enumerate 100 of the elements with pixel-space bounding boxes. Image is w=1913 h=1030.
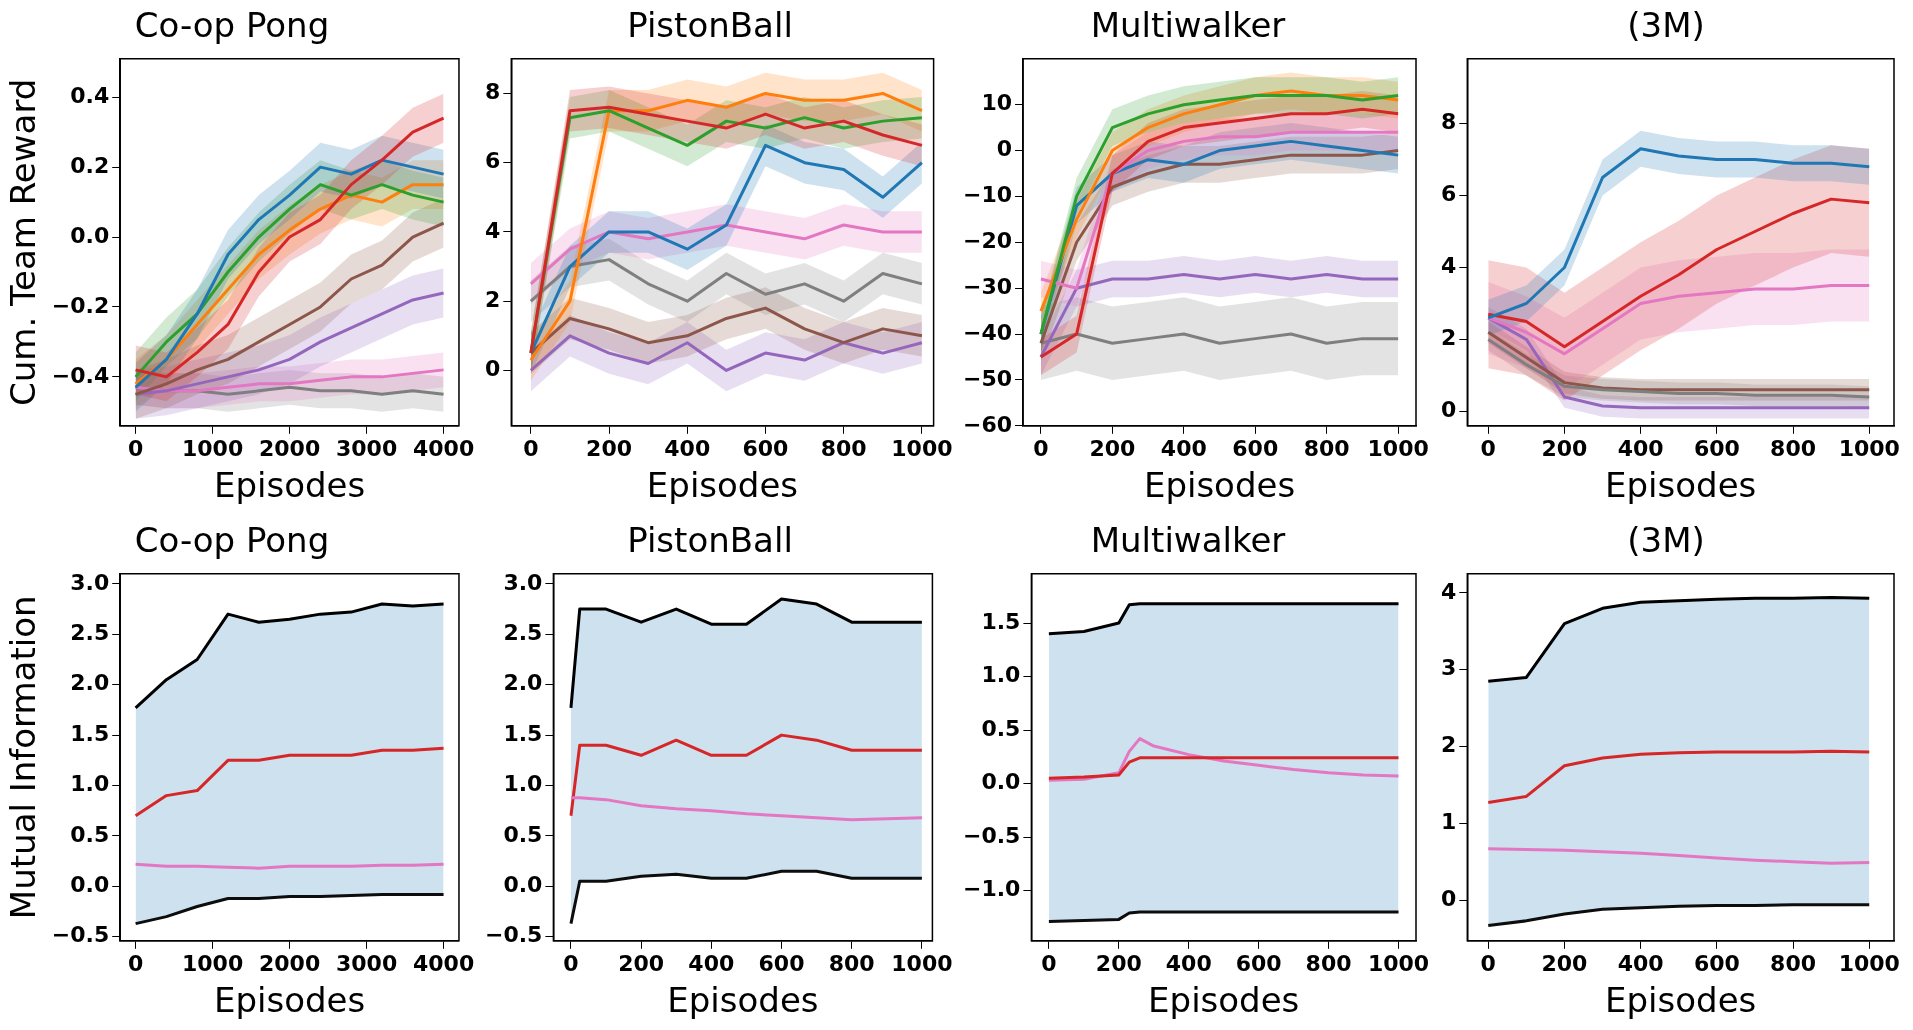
- y-tick-label: 0.5: [503, 821, 543, 847]
- x-tick-label: 1000: [181, 950, 244, 976]
- y-tick-label: 4: [1441, 253, 1457, 279]
- x-tick-label: 800: [828, 950, 875, 976]
- y-tick-label: 2.5: [503, 620, 543, 646]
- chart-title: (3M): [1627, 520, 1705, 561]
- x-tick-label: 2000: [258, 435, 321, 461]
- y-tick-label: 0.0: [70, 872, 110, 898]
- y-tick-label: 1.0: [70, 771, 110, 797]
- y-tick-label: 0.5: [70, 821, 110, 847]
- x-axis-title: Episodes: [213, 980, 366, 1021]
- x-axis-title: Episodes: [1605, 465, 1757, 506]
- x-tick-label: 1000: [1367, 950, 1430, 976]
- y-tick-label: 2.0: [503, 670, 543, 696]
- x-tick-label: 3000: [335, 435, 398, 461]
- x-axis-title: Episodes: [1605, 980, 1757, 1021]
- x-tick-label: 1000: [1838, 950, 1900, 976]
- y-tick-label: 6: [485, 148, 501, 174]
- x-tick-label: 800: [1305, 950, 1352, 976]
- x-tick-label: 800: [1770, 950, 1817, 976]
- y-tick-label: 1: [1441, 809, 1457, 835]
- x-axis-title: Episodes: [1148, 980, 1300, 1021]
- chart-title: PistonBall: [627, 5, 793, 46]
- x-tick-label: 0: [563, 950, 579, 976]
- y-tick-label: 1.0: [981, 662, 1021, 688]
- y-tick-label: 2: [485, 286, 501, 312]
- y-tick-label: 8: [1441, 109, 1457, 135]
- y-tick-label: −50: [962, 365, 1013, 391]
- x-tick-label: 400: [1165, 950, 1212, 976]
- y-tick-label: −1.0: [963, 876, 1021, 902]
- y-tick-label: 3: [1441, 655, 1457, 681]
- y-tick-label: 0: [1441, 397, 1457, 423]
- y-tick-label: 0.4: [70, 82, 110, 108]
- x-tick-label: 3000: [335, 950, 398, 976]
- y-tick-label: 2: [1441, 732, 1457, 758]
- x-tick-label: 1000: [181, 435, 244, 461]
- x-tick-label: 0: [1041, 950, 1057, 976]
- chart-title: Co-op Pong: [134, 520, 330, 561]
- y-tick-label: 4: [485, 217, 501, 243]
- y-tick-label: 2.5: [70, 620, 110, 646]
- y-tick-label: 0.2: [70, 152, 110, 178]
- y-tick-label: 6: [1441, 181, 1457, 207]
- y-tick-label: 4: [1441, 578, 1457, 604]
- y-tick-label: 1.5: [981, 608, 1021, 634]
- y-axis-title: Cum. Team Reward: [3, 78, 44, 406]
- x-tick-label: 4000: [412, 950, 475, 976]
- x-tick-label: 400: [1160, 435, 1207, 461]
- x-tick-label: 600: [758, 950, 805, 976]
- x-tick-label: 0: [127, 435, 144, 461]
- chart-title: (3M): [1627, 5, 1705, 46]
- y-tick-label: 1.5: [70, 720, 110, 746]
- x-tick-label: 1000: [891, 435, 953, 461]
- y-tick-label: 8: [485, 79, 501, 105]
- y-tick-label: 0: [1441, 885, 1457, 911]
- y-tick-label: 2: [1441, 325, 1457, 351]
- x-tick-label: 800: [1770, 435, 1817, 461]
- y-tick-label: −30: [962, 273, 1013, 299]
- x-tick-label: 0: [1480, 950, 1496, 976]
- y-tick-label: 1.5: [503, 720, 543, 746]
- x-tick-label: 0: [1033, 435, 1049, 461]
- x-tick-label: 200: [1089, 435, 1136, 461]
- y-tick-label: 10: [981, 90, 1013, 116]
- y-tick-label: −10: [962, 182, 1013, 208]
- x-tick-label: 1000: [1838, 435, 1900, 461]
- x-tick-label: 800: [1303, 435, 1350, 461]
- y-tick-label: 0.0: [981, 769, 1021, 795]
- y-tick-label: −40: [962, 319, 1013, 345]
- y-tick-label: 0.5: [981, 715, 1021, 741]
- y-tick-label: −60: [962, 411, 1013, 437]
- x-tick-label: 600: [1235, 950, 1282, 976]
- x-tick-label: 400: [688, 950, 735, 976]
- x-tick-label: 200: [1541, 435, 1588, 461]
- x-tick-label: 0: [127, 950, 144, 976]
- y-tick-label: 0.0: [70, 222, 110, 248]
- chart-title: Co-op Pong: [134, 5, 330, 46]
- y-tick-label: 0: [996, 136, 1013, 162]
- x-tick-label: 1000: [1367, 435, 1429, 461]
- y-tick-label: 0.0: [503, 872, 543, 898]
- y-tick-label: 2.0: [70, 670, 110, 696]
- x-tick-label: 600: [742, 435, 789, 461]
- y-tick-label: −20: [962, 228, 1013, 254]
- x-axis-title: Episodes: [646, 465, 799, 506]
- x-tick-label: 400: [1617, 435, 1664, 461]
- x-tick-label: 400: [664, 435, 711, 461]
- x-tick-label: 200: [1541, 950, 1588, 976]
- x-tick-label: 800: [820, 435, 867, 461]
- x-tick-label: 400: [1617, 950, 1664, 976]
- y-tick-label: 1.0: [503, 771, 543, 797]
- y-tick-label: −0.5: [963, 822, 1021, 848]
- x-tick-label: 200: [618, 950, 665, 976]
- x-tick-label: 200: [586, 435, 633, 461]
- chart-title: Multiwalker: [1090, 5, 1286, 46]
- x-tick-label: 600: [1693, 435, 1740, 461]
- y-tick-label: −0.5: [485, 922, 543, 948]
- y-axis-title: Mutual Information: [3, 595, 44, 920]
- y-tick-label: −0.4: [51, 362, 110, 388]
- x-tick-label: 200: [1095, 950, 1142, 976]
- chart-title: PistonBall: [627, 520, 793, 561]
- y-tick-label: 0: [485, 356, 501, 382]
- x-axis-title: Episodes: [213, 465, 366, 506]
